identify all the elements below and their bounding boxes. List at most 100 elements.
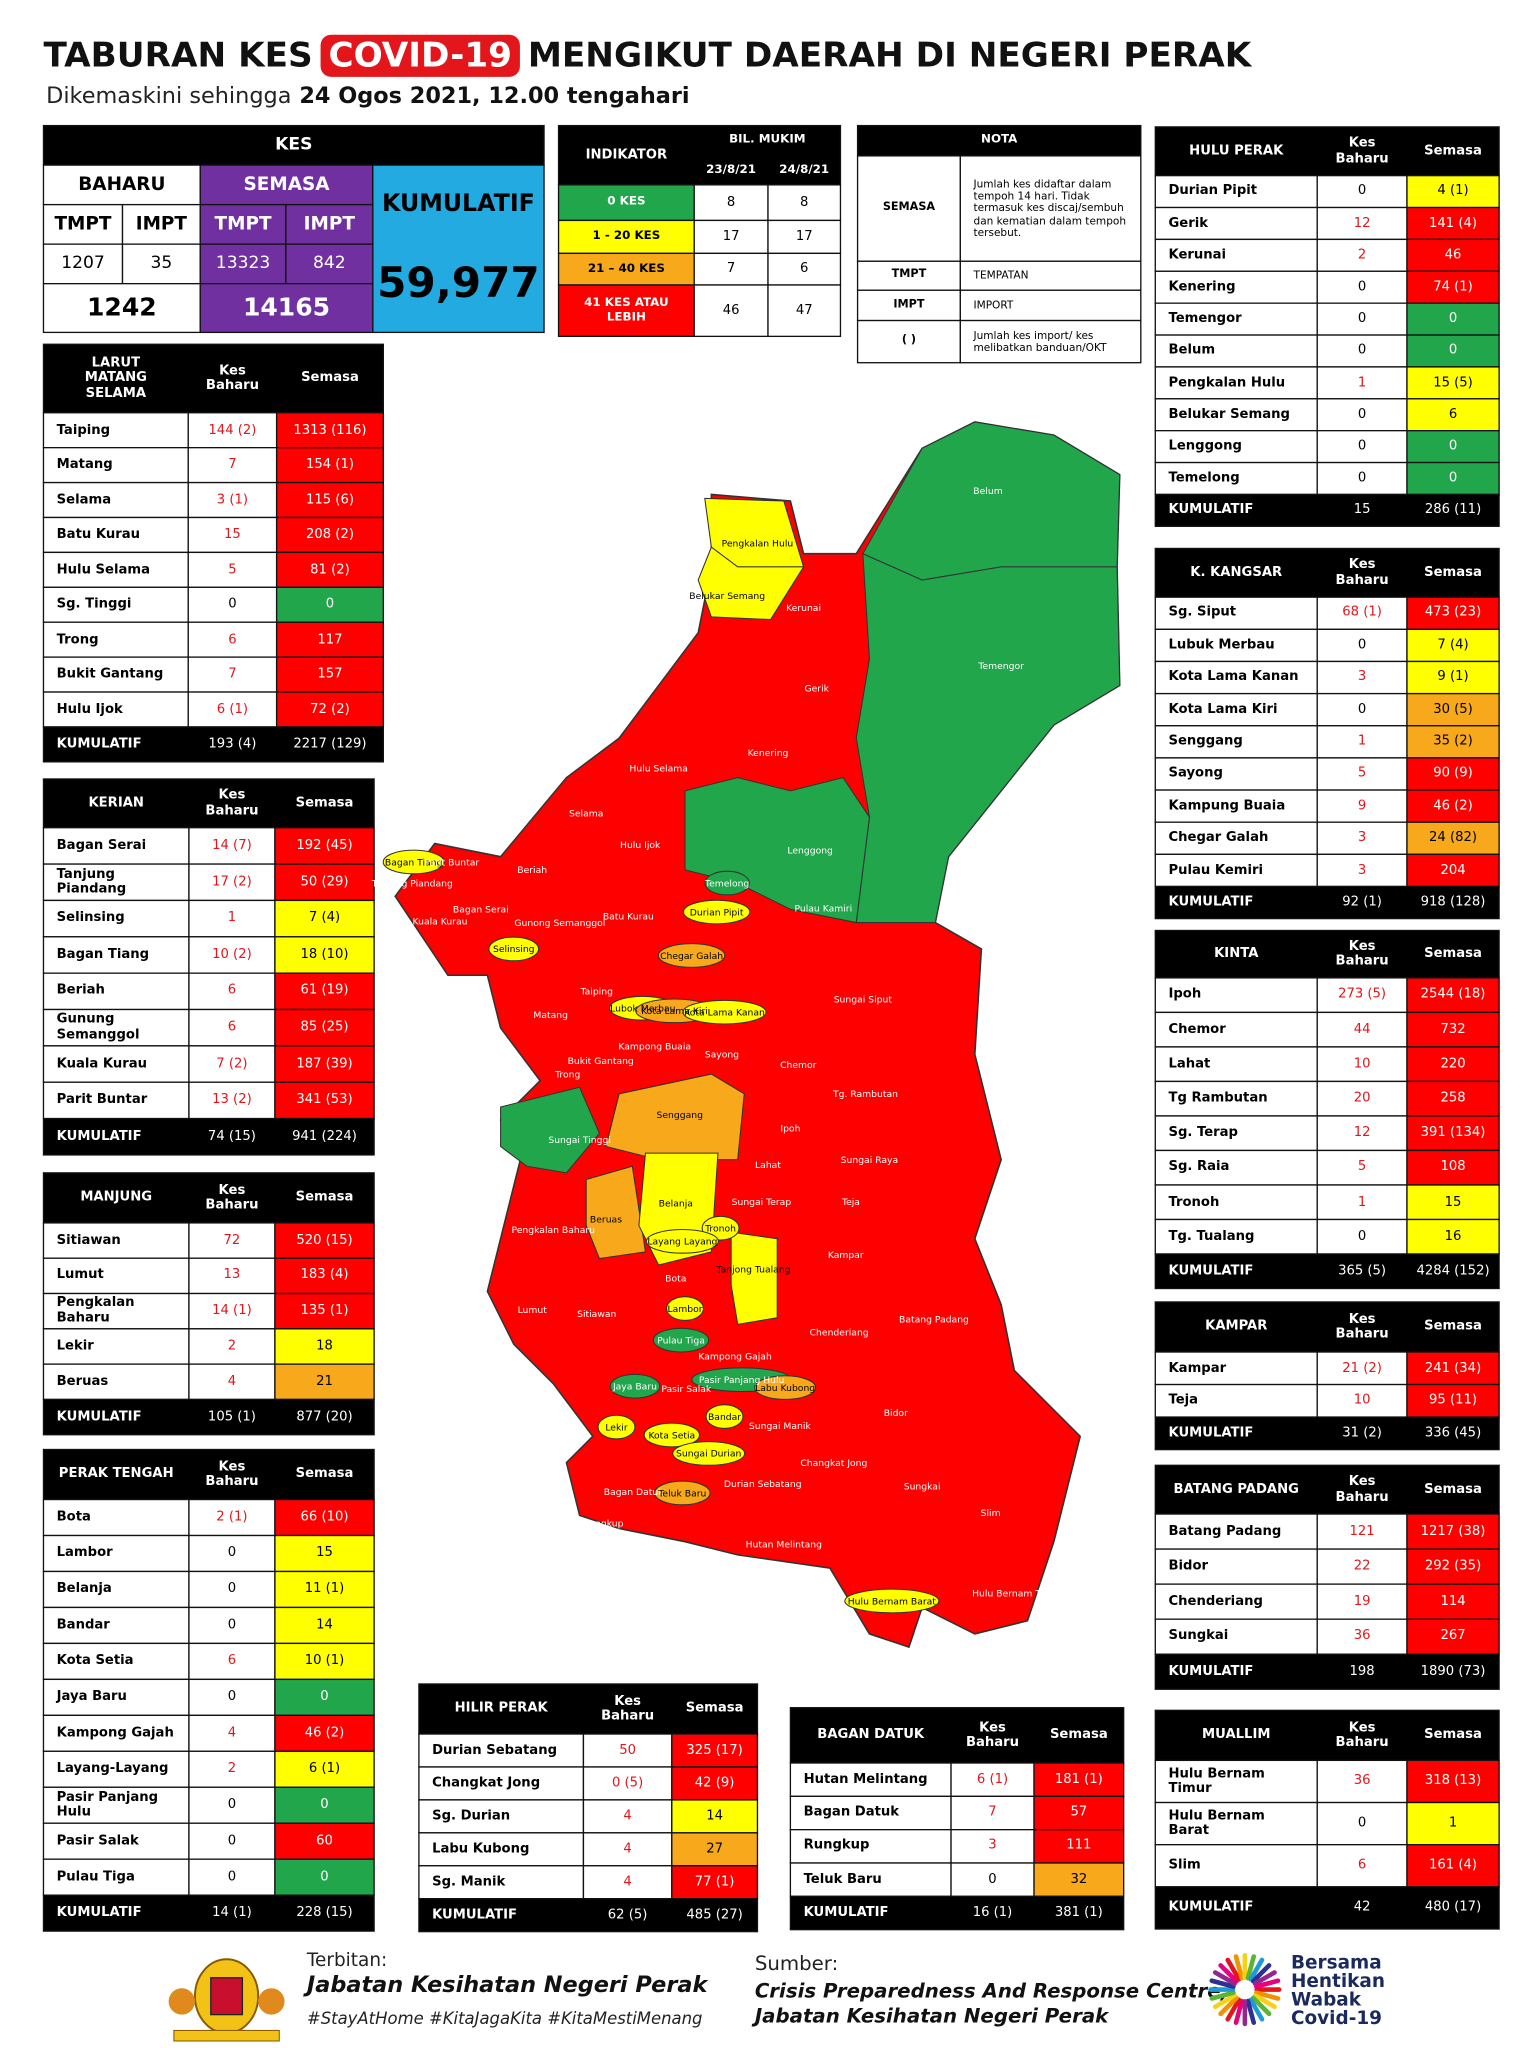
cell [582, 1733, 673, 1768]
label: 8 [800, 195, 809, 210]
map-label: Sungai Tinggi [548, 1135, 611, 1146]
cell [1316, 1801, 1408, 1846]
cell [1154, 1184, 1318, 1221]
map-label: Kerunai [786, 603, 821, 614]
cell [42, 1534, 190, 1573]
active-cases: 18 (10) [300, 947, 349, 962]
area-name: Lambor [56, 1545, 113, 1561]
map-label: Sungai Manik [749, 1421, 812, 1432]
text-box: 13 (2) [212, 1093, 252, 1107]
map-label: Parit Buntar [424, 857, 479, 868]
active-cases: 208 (2) [305, 527, 354, 542]
map-region [597, 1414, 636, 1440]
area-name: Durian Sebatang [432, 1742, 558, 1758]
map-region [754, 1375, 817, 1400]
status-cell [275, 516, 385, 554]
text-box: 6 [228, 984, 236, 998]
area-name: Rungkup [803, 1838, 870, 1854]
cell [187, 447, 278, 484]
label: Kes Baharu [205, 363, 259, 394]
text-box: 0 [1358, 184, 1366, 198]
district-name: KERIAN [88, 795, 144, 811]
cell [418, 1766, 585, 1801]
text-box: 473 (23) [1425, 606, 1481, 620]
map-region [488, 936, 540, 962]
new-cases: 22 [1353, 1559, 1371, 1574]
text-box: Chemor [1168, 1022, 1225, 1036]
label: Kes Baharu [1335, 136, 1389, 166]
label: Semasa [295, 795, 354, 811]
label: 336 (45) [1424, 1425, 1482, 1441]
map-label: Lahat [755, 1160, 781, 1171]
cell [188, 1822, 276, 1860]
area-name: Parit Buntar [56, 1092, 148, 1108]
new-cases: 0 [227, 1797, 237, 1813]
text-box: Bukit Gantang [57, 667, 164, 681]
area-name: Senggang [1168, 734, 1243, 749]
text-box: 14165 [243, 292, 330, 321]
area-name: Tronoh [1168, 1194, 1220, 1210]
area-name: Lumut [56, 1268, 104, 1283]
status-cell [671, 1832, 759, 1867]
text-box: MANJUNG [80, 1190, 152, 1204]
text-box: 66 (10) [300, 1510, 348, 1524]
text-box: 842 [313, 253, 346, 273]
text-box: Layang-Layang [57, 1762, 169, 1776]
map-label: Rungkup [583, 1519, 623, 1530]
text-box: Gunung Semanggol [57, 1013, 140, 1043]
area-name: Sungkai [1168, 1629, 1229, 1644]
text-box: 918 (128) [1421, 895, 1486, 909]
publisher-name: Jabatan Kesihatan Negeri Perak [303, 1972, 710, 1998]
table-header [418, 1683, 759, 1735]
source-label: Sumber: [755, 1952, 838, 1975]
new-cases: 9 [1357, 798, 1367, 814]
cell [1316, 206, 1408, 241]
text-box: Bidor [1168, 1559, 1208, 1573]
total-row [1154, 1653, 1500, 1690]
active-cases: 95 (11) [1429, 1393, 1478, 1408]
cell [1316, 302, 1408, 336]
active-cases: 258 [1440, 1091, 1466, 1106]
cell [199, 203, 287, 245]
text-box: Kenering [1168, 280, 1235, 294]
text-box: 0 [1358, 439, 1366, 453]
new-cases: 0 [1357, 1229, 1367, 1244]
text-box: 10 [1354, 1057, 1371, 1071]
text-box: 24/8/21 [779, 164, 829, 177]
active-cases: 0 [1448, 470, 1458, 486]
text-box: Kes Baharu [205, 363, 259, 394]
area-name: Changkat Jong [432, 1775, 541, 1791]
text-box: 5 [1358, 1160, 1366, 1174]
title: TABURAN KES [43, 35, 312, 75]
map-label: Sungai Siput [834, 994, 893, 1005]
status-cell [274, 1363, 375, 1401]
total-row [1154, 1416, 1500, 1451]
text-box: Semasa [1050, 1728, 1108, 1742]
label: Kes Baharu [1335, 1720, 1389, 1750]
text-box: 5 [1358, 766, 1366, 780]
text-box: Pulau Tiga [57, 1870, 135, 1884]
map-label: Bandar [708, 1412, 741, 1423]
text-box: Bota [56, 1509, 91, 1525]
cell [42, 243, 124, 285]
text-box: 10 (2) [212, 947, 252, 961]
text-box: Kes Baharu [1335, 1720, 1389, 1750]
text-box: 95 (11) [1429, 1393, 1478, 1408]
status-cell [1406, 1583, 1500, 1620]
text-box: 62 (5) [608, 1908, 648, 1922]
text-box: Kampong Gajah [57, 1726, 174, 1740]
text-box: Sg. Siput [1168, 606, 1236, 620]
area-name: Bota [56, 1509, 91, 1525]
area-name: Kampung Buaia [1168, 798, 1286, 814]
cell [42, 447, 189, 484]
area-name: Belukar Semang [1168, 407, 1290, 422]
cell [856, 289, 961, 322]
label: KUMULATIF [1168, 1425, 1254, 1441]
text-box: 0 [988, 1872, 996, 1886]
text-box: 193 (4) [208, 737, 256, 751]
text-box: Gerik [1168, 216, 1208, 230]
cell [188, 1534, 276, 1573]
new-cases: 14 (1) [212, 1303, 252, 1319]
text-box: Temengor [1168, 312, 1241, 326]
text-box: 485 (27) [686, 1908, 742, 1922]
